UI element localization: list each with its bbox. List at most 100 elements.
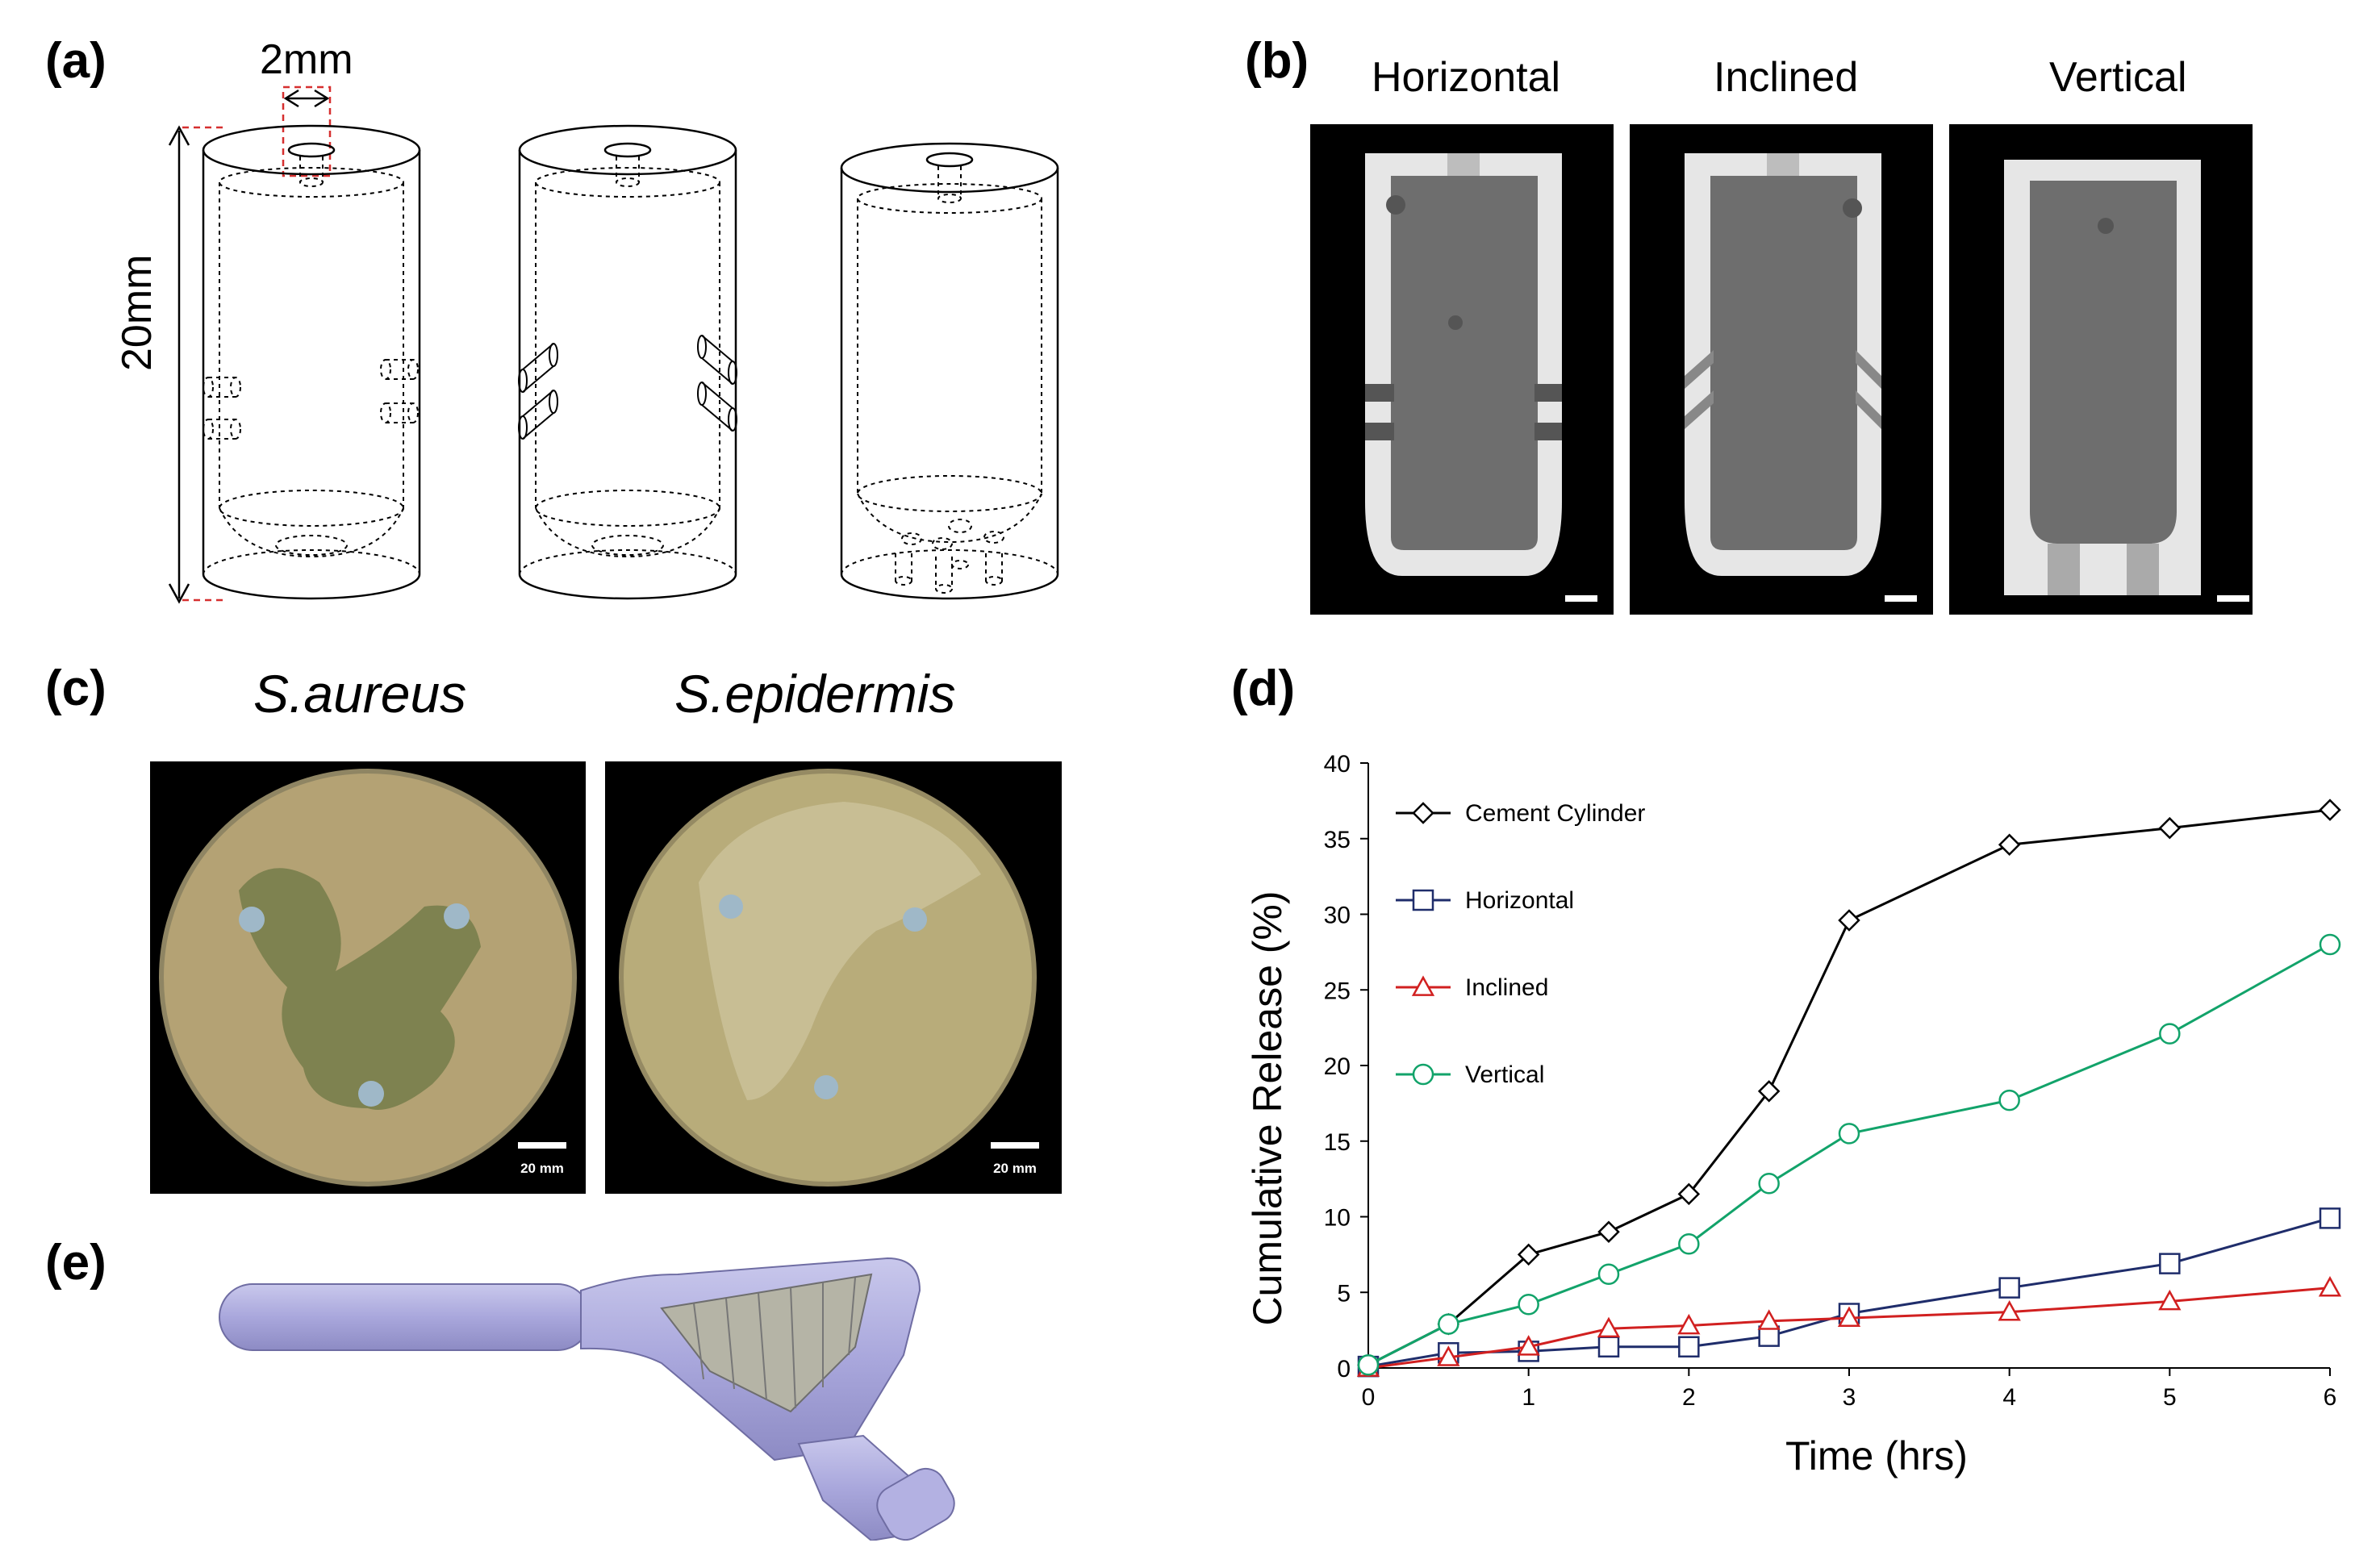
ct-scan-inclined [1630, 124, 1933, 615]
data-point [1678, 1233, 1700, 1255]
data-point [1597, 1220, 1620, 1244]
data-point [1597, 1263, 1620, 1285]
data-point [2158, 1289, 2182, 1311]
plate-title-aureus: S.aureus [253, 664, 467, 724]
scale-label-aureus: 20 mm [520, 1161, 564, 1176]
y-tick-label: 35 [1324, 827, 1351, 853]
legend-item: Vertical [1396, 1061, 1544, 1088]
y-tick-label: 15 [1324, 1129, 1351, 1156]
legend-label: Inclined [1465, 974, 1548, 1001]
cylinder-drawings [168, 85, 1059, 604]
data-point [1998, 1277, 2020, 1299]
cylinder-inclined [518, 124, 737, 600]
data-point [1677, 1182, 1701, 1206]
data-point [1837, 1306, 1861, 1327]
ct-scan-vertical [1949, 124, 2253, 615]
data-point [1758, 1173, 1780, 1195]
scale-bar-epidermis [991, 1142, 1039, 1149]
x-tick-label: 2 [1682, 1384, 1696, 1411]
implant-model [219, 1257, 955, 1541]
data-point [1357, 1354, 1380, 1376]
release-chart: 0 5 10 15 20 25 30 35 40 0 1 2 3 4 5 6 Cement Cylinder H… [1245, 751, 2342, 1478]
cylinder-horizontal [202, 124, 421, 600]
data-point [2158, 816, 2182, 840]
y-tick-label: 20 [1324, 1053, 1351, 1080]
data-point [1597, 1336, 1620, 1357]
data-point [1757, 1080, 1781, 1103]
y-tick-label: 5 [1337, 1280, 1351, 1307]
data-point [1411, 975, 1435, 996]
data-point [1412, 802, 1434, 824]
height-arrow-bottom [168, 583, 190, 604]
legend-label: Cement Cylinder [1465, 800, 1645, 827]
x-tick-label: 3 [1843, 1384, 1856, 1411]
series-line [1367, 943, 2331, 1366]
legend-item: Inclined [1396, 974, 1548, 1001]
data-point [1838, 909, 1860, 932]
ct-scan-horizontal [1310, 124, 1614, 615]
data-point [1998, 1300, 2021, 1321]
data-point [1517, 1243, 1540, 1266]
data-point [2319, 1207, 2341, 1229]
x-tick-label: 1 [1522, 1384, 1535, 1411]
data-point [2318, 1276, 2342, 1297]
diameter-highlight [282, 85, 332, 177]
chart-series [1356, 799, 2342, 1378]
data-point [1412, 889, 1434, 911]
ct-scan-images [1310, 124, 2253, 615]
data-point [1517, 1335, 1540, 1356]
diameter-arrow-left [283, 89, 299, 108]
chart-legend: Cement Cylinder Horizontal Inclined Vertica… [1396, 800, 1645, 1088]
y-tick-label: 10 [1324, 1205, 1351, 1232]
chart-axes: 0 5 10 15 20 25 30 35 40 0 1 2 3 4 5 6 [1324, 751, 2337, 1411]
y-tick-label: 0 [1337, 1356, 1351, 1382]
data-point [1998, 833, 2021, 857]
panel-a-label: (a) [45, 33, 106, 89]
data-point [1838, 1123, 1860, 1145]
data-point [1677, 1313, 1701, 1335]
series-line [1367, 808, 2331, 1366]
height-arrow-top [168, 125, 190, 146]
panel-d-label: (d) [1231, 661, 1296, 716]
data-point [1437, 1345, 1460, 1366]
ct-title-inclined: Inclined [1714, 54, 1859, 101]
diameter-label: 2mm [260, 36, 353, 83]
data-point [1412, 1063, 1434, 1086]
data-point [1597, 1316, 1621, 1338]
data-point [2319, 799, 2341, 821]
panel-e-label: (e) [45, 1235, 106, 1291]
y-tick-label: 25 [1324, 978, 1351, 1004]
legend-item: Cement Cylinder [1396, 800, 1645, 827]
scale-label-epidermis: 20 mm [993, 1161, 1037, 1176]
panel-b-label: (b) [1245, 33, 1309, 89]
ct-title-horizontal: Horizontal [1372, 54, 1561, 101]
plate-epidermis: 20 mm [605, 761, 1062, 1194]
x-tick-label: 0 [1362, 1384, 1376, 1411]
series-vertical [1357, 933, 2341, 1376]
data-point [1757, 1309, 1781, 1330]
legend-label: Vertical [1465, 1061, 1544, 1088]
y-axis-label: Cumulative Release (%) [1245, 890, 1290, 1325]
x-tick-label: 5 [2163, 1384, 2177, 1411]
y-tick-label: 30 [1324, 903, 1351, 929]
plate-title-epidermis: S.epidermis [674, 664, 956, 724]
agar-plates: 20 mm 20 mm [150, 761, 1062, 1194]
series-line [1367, 1287, 2331, 1370]
cylinder-vertical [840, 142, 1059, 600]
data-point [1678, 1336, 1700, 1357]
x-axis-label: Time (hrs) [1785, 1433, 1968, 1478]
data-point [2319, 933, 2341, 956]
series-line [1367, 1216, 2331, 1368]
plate-aureus: 20 mm [150, 761, 586, 1194]
data-point [2159, 1023, 2181, 1045]
x-tick-label: 6 [2324, 1384, 2337, 1411]
panel-c-label: (c) [45, 661, 106, 716]
data-point [2159, 1253, 2181, 1274]
data-point [1518, 1294, 1539, 1316]
diameter-arrow-right [314, 89, 330, 108]
scale-bar-aureus [518, 1142, 566, 1149]
legend-label: Horizontal [1465, 887, 1574, 914]
legend-item: Horizontal [1396, 887, 1574, 914]
ct-title-vertical: Vertical [2049, 54, 2187, 101]
data-point [1438, 1313, 1459, 1335]
